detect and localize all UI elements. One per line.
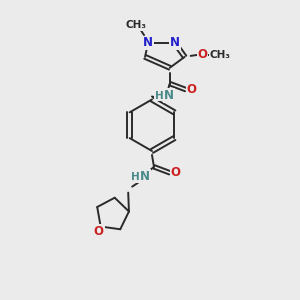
Text: CH₃: CH₃ [210, 50, 231, 60]
Text: O: O [197, 48, 208, 62]
Text: N: N [164, 89, 174, 102]
Text: N: N [143, 37, 153, 50]
Text: H: H [154, 91, 163, 100]
Text: N: N [170, 37, 180, 50]
Text: N: N [140, 170, 150, 183]
Text: H: H [131, 172, 140, 182]
Text: O: O [94, 225, 104, 238]
Text: O: O [171, 166, 181, 179]
Text: CH₃: CH₃ [126, 20, 147, 30]
Text: O: O [187, 83, 196, 96]
